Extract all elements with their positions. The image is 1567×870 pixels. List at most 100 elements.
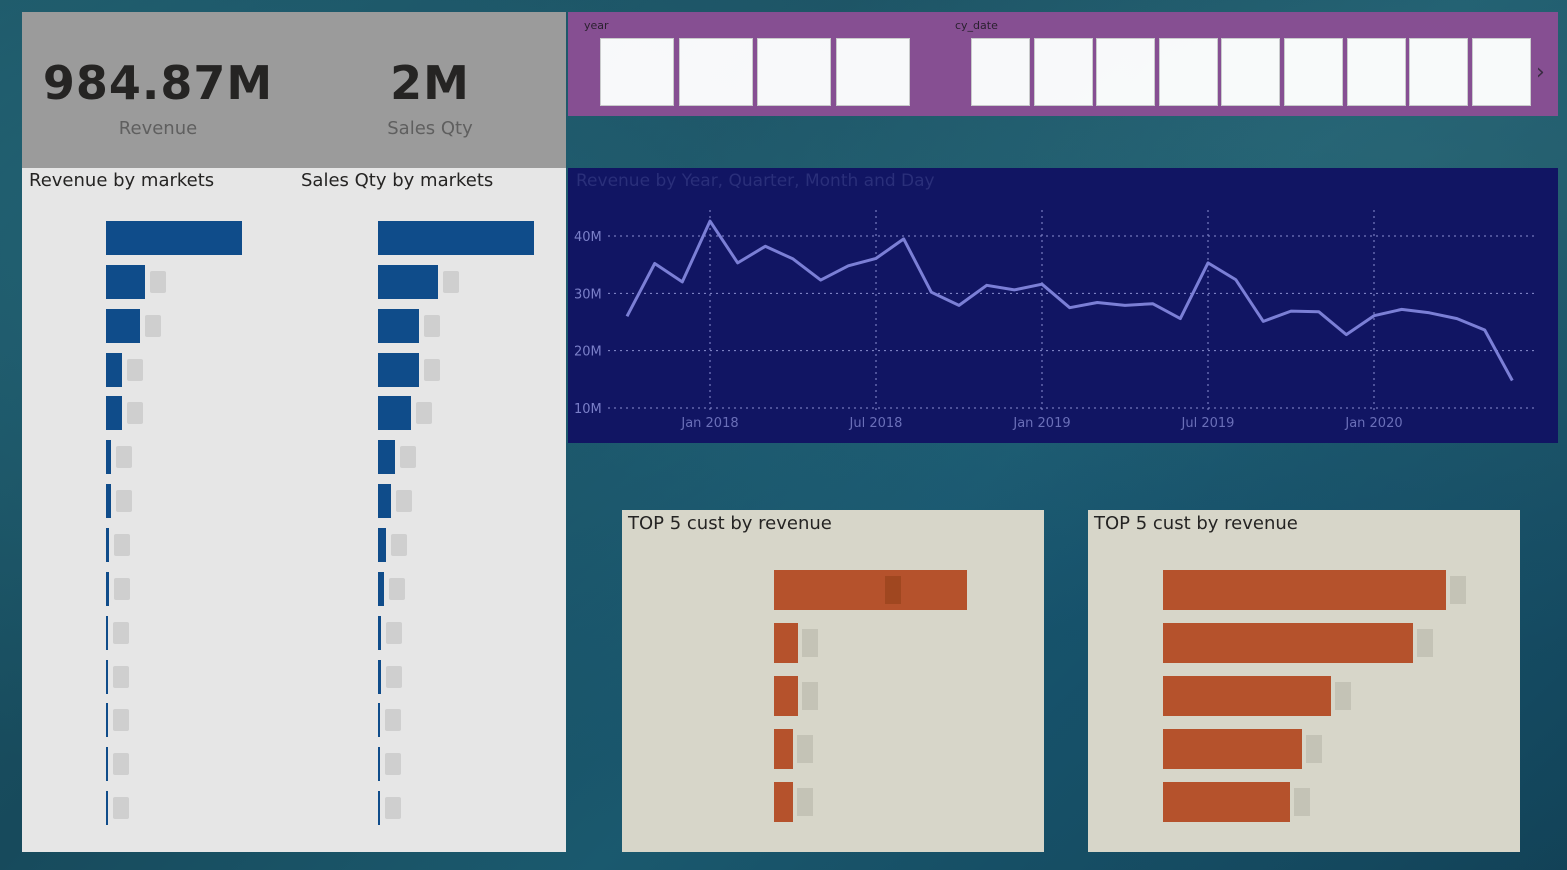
top-customers-title: TOP 5 cust by revenue xyxy=(628,513,832,534)
date-slicer-button[interactable] xyxy=(971,38,1030,106)
market-bar[interactable] xyxy=(106,440,112,475)
top-products-panel: TOP 5 cust by revenue xyxy=(1088,510,1520,852)
market-bar[interactable] xyxy=(106,571,109,606)
market-bar[interactable] xyxy=(378,308,419,343)
x-tick-label: Jan 2018 xyxy=(680,416,738,431)
bar-value-label xyxy=(885,576,901,604)
y-tick-label: 30M xyxy=(574,287,602,302)
date-slicer-button[interactable] xyxy=(1158,38,1218,106)
bar-value-label xyxy=(126,358,143,381)
date-slicer-header: cy_date xyxy=(955,19,998,32)
bar-value-label xyxy=(1306,735,1323,763)
markets-panel: Revenue by markets Sales Qty by markets xyxy=(22,168,566,852)
bar-value-label xyxy=(1294,788,1311,816)
market-bar[interactable] xyxy=(378,615,382,650)
bar-axis-tick xyxy=(378,791,380,826)
bar-value-label xyxy=(145,314,161,337)
bar-value-label xyxy=(416,402,433,425)
market-bar[interactable] xyxy=(378,440,396,475)
market-bar[interactable] xyxy=(106,352,122,387)
market-bar[interactable] xyxy=(378,264,438,299)
bar-value-label xyxy=(442,270,459,293)
year-slicer-button[interactable] xyxy=(600,38,674,106)
customer-bar[interactable] xyxy=(774,782,793,822)
market-bar[interactable] xyxy=(378,571,385,606)
bar-axis-tick xyxy=(106,747,108,782)
market-bar[interactable] xyxy=(378,703,380,738)
customer-bar[interactable] xyxy=(1163,676,1332,716)
bar-value-label xyxy=(113,577,130,600)
x-tick-label: Jul 2019 xyxy=(1181,416,1235,431)
bar-value-label xyxy=(150,270,167,293)
bar-value-label xyxy=(126,402,143,425)
y-tick-label: 40M xyxy=(574,230,602,245)
revenue-kpi-value: 984.87M xyxy=(42,56,274,110)
bar-value-label xyxy=(801,682,818,710)
y-tick-label: 20M xyxy=(574,345,602,360)
bar-value-label xyxy=(395,490,412,513)
date-slicer-button[interactable] xyxy=(1284,38,1343,106)
revenue-series-line[interactable] xyxy=(625,219,1514,382)
bar-value-label xyxy=(113,533,130,556)
market-bar[interactable] xyxy=(378,484,391,519)
market-bar[interactable] xyxy=(106,527,109,562)
kpi-panel: 984.87M Revenue 2M Sales Qty xyxy=(22,12,566,168)
customer-bar[interactable] xyxy=(1163,729,1303,769)
bar-value-label xyxy=(113,709,129,732)
customer-bar[interactable] xyxy=(774,729,793,769)
bar-value-label xyxy=(1450,576,1466,604)
sales-qty-kpi-label: Sales Qty xyxy=(387,118,473,139)
market-bar[interactable] xyxy=(378,221,534,255)
customer-bar[interactable] xyxy=(774,623,798,663)
bar-value-label xyxy=(796,735,813,763)
year-slicer-button[interactable] xyxy=(835,38,910,106)
market-bar[interactable] xyxy=(378,659,382,694)
year-slicer-button[interactable] xyxy=(678,38,753,106)
sales-qty-by-markets-title: Sales Qty by markets xyxy=(301,170,494,191)
year-slicer-button[interactable] xyxy=(757,38,831,106)
market-bar[interactable] xyxy=(378,527,386,562)
date-slicer-button[interactable] xyxy=(1409,38,1469,106)
market-bar[interactable] xyxy=(106,308,140,343)
bar-value-label xyxy=(113,621,129,644)
bar-value-label xyxy=(386,665,403,688)
market-bar[interactable] xyxy=(378,396,412,431)
market-bar[interactable] xyxy=(106,221,242,255)
bar-axis-tick xyxy=(106,615,108,650)
date-slicer-button[interactable] xyxy=(1033,38,1093,106)
customer-bar[interactable] xyxy=(1163,782,1291,822)
bar-value-label xyxy=(113,797,129,820)
bar-value-label xyxy=(389,577,406,600)
bar-value-label xyxy=(113,665,129,688)
customer-bar[interactable] xyxy=(774,676,798,716)
date-slicer-button[interactable] xyxy=(1471,38,1531,106)
scroll-right-icon[interactable]: › xyxy=(1536,60,1545,85)
bar-value-label xyxy=(385,753,401,776)
line-chart-title: Revenue by Year, Quarter, Month and Day xyxy=(576,171,935,191)
customer-bar[interactable] xyxy=(1163,623,1414,663)
market-bar[interactable] xyxy=(378,747,380,782)
bar-axis-tick xyxy=(106,703,108,738)
date-slicer-button[interactable] xyxy=(1221,38,1281,106)
bar-value-label xyxy=(400,446,417,469)
market-bar[interactable] xyxy=(106,264,146,299)
market-bar[interactable] xyxy=(106,484,112,519)
date-slicer-button[interactable] xyxy=(1096,38,1156,106)
bar-value-label xyxy=(385,709,401,732)
customer-bar[interactable] xyxy=(774,570,967,610)
sales-qty-kpi-value: 2M xyxy=(390,56,470,110)
bar-value-label xyxy=(116,490,133,513)
customer-bar[interactable] xyxy=(1163,570,1446,610)
top-products-title: TOP 5 cust by revenue xyxy=(1094,513,1298,534)
bar-axis-tick xyxy=(106,791,108,826)
revenue-line-chart[interactable]: Revenue by Year, Quarter, Month and Day 1… xyxy=(568,168,1558,443)
bar-value-label xyxy=(801,629,818,657)
x-tick-label: Jul 2018 xyxy=(849,416,903,431)
date-slicer-button[interactable] xyxy=(1346,38,1406,106)
bar-axis-tick xyxy=(106,659,108,694)
market-bar[interactable] xyxy=(378,352,419,387)
market-bar[interactable] xyxy=(106,396,122,431)
x-tick-label: Jan 2019 xyxy=(1012,416,1070,431)
year-slicer-header: year xyxy=(584,19,609,32)
bar-value-label xyxy=(385,797,401,820)
